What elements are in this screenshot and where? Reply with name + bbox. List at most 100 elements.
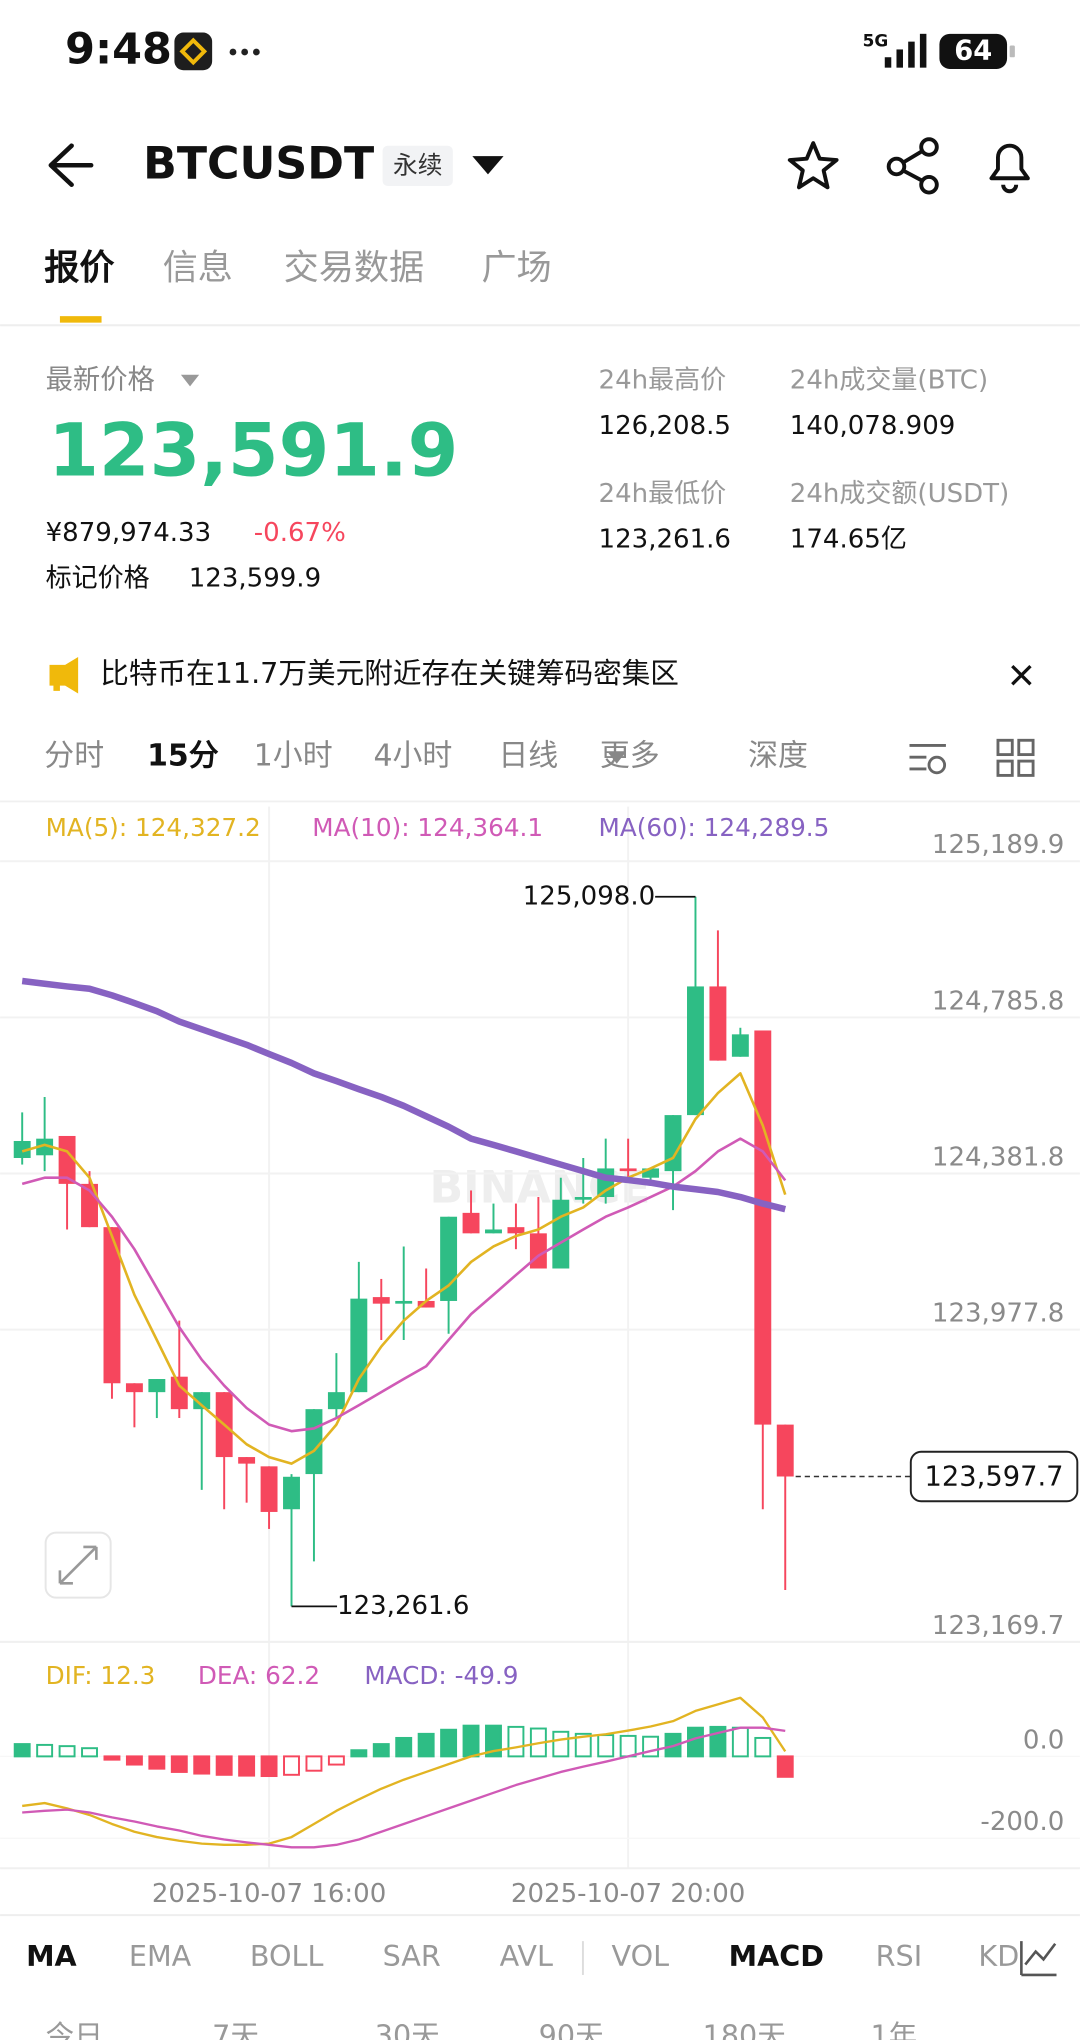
indicator-tab[interactable]: MA — [26, 1939, 77, 1973]
y-tick-label: 124,381.8 — [932, 1142, 1064, 1172]
macd-bar — [754, 1736, 772, 1758]
indicator-tab[interactable]: KD — [978, 1939, 1019, 1973]
macd-line — [22, 1696, 787, 1847]
ma-line — [21, 1137, 787, 1433]
macd-bar — [552, 1730, 570, 1758]
ma-line — [21, 1072, 787, 1465]
indicator-tab[interactable]: AVL — [500, 1939, 553, 1973]
candle-body — [305, 1409, 323, 1475]
indicator-tab[interactable]: BOLL — [250, 1939, 324, 1973]
period-tab[interactable]: 今日 — [46, 2018, 103, 2040]
macd-bar — [36, 1743, 54, 1758]
badge — [382, 145, 453, 187]
candle-body — [687, 986, 704, 1116]
macd-bar — [193, 1755, 211, 1775]
battery-level: 64 — [954, 36, 992, 67]
indicator-tab[interactable]: EMA — [129, 1939, 192, 1973]
period-tab[interactable]: 1年 — [870, 2018, 917, 2040]
interval-tab[interactable]: 1小时 — [254, 739, 333, 774]
candle-body — [462, 1212, 480, 1234]
share-button[interactable] — [886, 137, 939, 195]
macd-bar — [462, 1724, 480, 1758]
y-tick-label: 123,169.7 — [932, 1611, 1064, 1641]
macd-bar — [305, 1755, 323, 1772]
legend-entry: MACD: -49.9 — [364, 1661, 518, 1690]
macd-bar — [283, 1755, 300, 1776]
last-price-label: 123,597.7 — [925, 1461, 1064, 1492]
symbol[interactable]: BTCUSDT — [143, 139, 374, 190]
macd-bar — [574, 1732, 592, 1758]
candle-body — [36, 1138, 54, 1156]
symbol-dropdown[interactable] — [472, 156, 504, 175]
macd-bar — [372, 1743, 390, 1758]
candle-body — [619, 1168, 637, 1172]
price-label: 最新价格 — [46, 365, 155, 396]
back-button[interactable] — [48, 143, 94, 188]
tab[interactable]: 信息 — [163, 247, 233, 288]
period-tab[interactable]: 180天 — [703, 2018, 786, 2040]
tab[interactable]: 报价 — [44, 247, 115, 288]
interval-tab[interactable]: 分时 — [44, 739, 104, 774]
legend-entry: DEA: 62.2 — [198, 1661, 320, 1690]
candle-body — [754, 1030, 772, 1425]
tab[interactable]: 交易数据 — [284, 247, 424, 288]
macd-bar — [13, 1743, 31, 1758]
news-text[interactable]: 比特币在11.7万美元附近存在关键筹码密集区 — [100, 656, 679, 690]
period-tab[interactable]: 30天 — [375, 2018, 440, 2040]
indicator-tab[interactable]: SAR — [383, 1939, 441, 1973]
interval-tab[interactable]: 更多 — [600, 739, 660, 774]
macd-bar — [597, 1734, 615, 1758]
candle-body — [350, 1298, 368, 1393]
legend-entry: MA(5): 124,327.2 — [46, 813, 261, 842]
app-icon — [174, 32, 213, 71]
active-tab-indicator — [59, 316, 102, 323]
stat-label: 24h成交额(USDT) — [790, 479, 1009, 509]
stat-value: 123,261.6 — [599, 524, 731, 554]
interval-tab[interactable]: 15分 — [147, 739, 219, 774]
candle-body — [103, 1227, 121, 1384]
more-dropdown[interactable] — [607, 751, 626, 764]
macd-bar — [148, 1755, 166, 1770]
candle-body — [283, 1476, 300, 1510]
candle-body — [395, 1300, 413, 1304]
period-tab[interactable]: 7天 — [212, 2018, 259, 2040]
interval-tab[interactable]: 日线 — [498, 739, 558, 774]
ma-line — [21, 977, 787, 1213]
alert-button[interactable] — [989, 143, 1030, 194]
macd-bar — [619, 1734, 637, 1758]
candle-body — [193, 1392, 211, 1410]
indicator-tab[interactable]: MACD — [729, 1939, 824, 1973]
layout-button[interactable] — [996, 738, 1035, 777]
price-label-dropdown[interactable] — [180, 374, 200, 387]
macd-line — [22, 1726, 786, 1849]
indicator-tab[interactable]: VOL — [612, 1939, 670, 1973]
period-tab[interactable]: 90天 — [539, 2018, 604, 2040]
y-tick-label: 124,785.8 — [932, 986, 1064, 1016]
badge-text: 永续 — [393, 151, 442, 180]
app-icon-logo — [179, 37, 208, 66]
interval-tab[interactable]: 深度 — [748, 739, 808, 774]
interval-tab[interactable]: 4小时 — [373, 739, 452, 774]
stat-label: 24h最高价 — [599, 366, 727, 396]
indicator-tab[interactable]: RSI — [876, 1939, 922, 1973]
news-icon — [49, 657, 79, 694]
y-tick-label: 125,189.9 — [932, 830, 1064, 860]
chart-settings-button[interactable] — [909, 744, 947, 775]
macd-bar — [103, 1755, 121, 1761]
annotation-label: 123,261.6 — [337, 1591, 469, 1621]
favorite-button[interactable] — [787, 141, 839, 190]
candle-body — [260, 1466, 278, 1512]
legend-entry: MA(10): 124,364.1 — [312, 813, 543, 842]
tab[interactable]: 广场 — [481, 247, 551, 288]
news-close[interactable] — [1011, 664, 1032, 686]
macd-bar — [440, 1728, 458, 1758]
macd-bar — [327, 1755, 345, 1766]
price-cny: ¥879,974.33 — [46, 518, 212, 548]
mark-price-label: 标记价格 — [46, 563, 150, 593]
candle-body — [709, 986, 727, 1061]
price-change: -0.67% — [254, 518, 346, 548]
signal-bars — [884, 33, 927, 68]
macd-bar — [776, 1755, 794, 1778]
indicator-settings[interactable] — [1020, 1941, 1057, 1977]
last-price-tag — [909, 1450, 1079, 1503]
